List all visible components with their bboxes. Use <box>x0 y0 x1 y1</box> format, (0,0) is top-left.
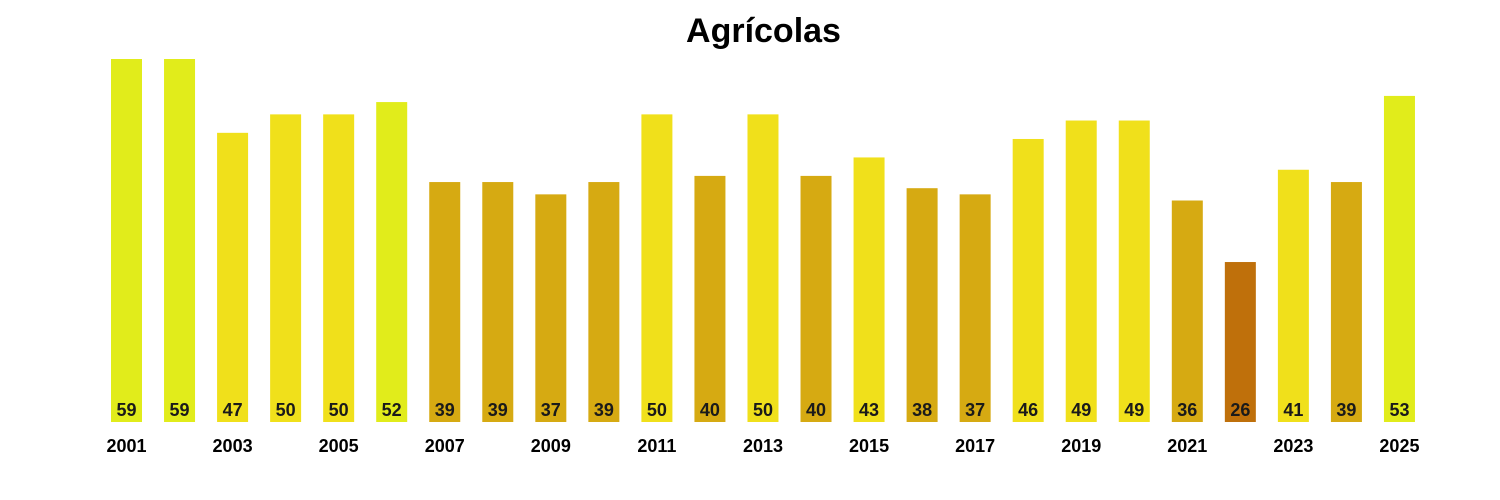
bar-value-label-2011: 50 <box>647 400 667 420</box>
bar-2019 <box>1065 120 1097 422</box>
x-tick-label-2003: 2003 <box>213 436 253 456</box>
bar-value-label-2004: 50 <box>276 400 296 420</box>
bar-2003 <box>217 132 249 422</box>
bar-value-label-2008: 39 <box>488 400 508 420</box>
bar-value-label-2014: 40 <box>806 400 826 420</box>
x-tick-label-2025: 2025 <box>1379 436 1419 456</box>
bar-value-label-2003: 47 <box>223 400 243 420</box>
bar-2022 <box>1224 262 1256 422</box>
bar-2014 <box>800 175 832 422</box>
bar-2012 <box>694 175 726 422</box>
bar-2010 <box>588 182 620 422</box>
bar-value-label-2023: 41 <box>1283 400 1303 420</box>
bar-2001 <box>111 59 142 422</box>
bar-2006 <box>376 102 408 422</box>
bar-2002 <box>164 59 196 422</box>
x-tick-label-2013: 2013 <box>743 436 783 456</box>
bar-value-label-2021: 36 <box>1177 400 1197 420</box>
bar-2008 <box>482 182 514 422</box>
bar-value-label-2006: 52 <box>382 400 402 420</box>
bar-value-label-2015: 43 <box>859 400 879 420</box>
chart-title: Agrícolas <box>686 12 841 50</box>
bar-value-label-2010: 39 <box>594 400 614 420</box>
bar-2018 <box>1012 138 1044 423</box>
bar-2025 <box>1383 95 1415 423</box>
bar-2013 <box>747 114 779 423</box>
x-tick-label-2021: 2021 <box>1167 436 1207 456</box>
bar-2024 <box>1330 182 1362 422</box>
bar-2021 <box>1171 200 1203 422</box>
bar-value-label-2002: 59 <box>170 400 190 420</box>
bar-2004 <box>270 114 302 423</box>
bar-value-label-2022: 26 <box>1230 400 1250 420</box>
bar-value-label-2012: 40 <box>700 400 720 420</box>
bar-value-label-2005: 50 <box>329 400 349 420</box>
x-tick-label-2017: 2017 <box>955 436 995 456</box>
bar-2005 <box>323 114 355 423</box>
x-tick-label-2007: 2007 <box>425 436 465 456</box>
bar-value-label-2019: 49 <box>1071 400 1091 420</box>
bar-value-label-2016: 38 <box>912 400 932 420</box>
bar-2009 <box>535 194 567 422</box>
x-tick-label-2005: 2005 <box>319 436 359 456</box>
bar-value-label-2009: 37 <box>541 400 561 420</box>
bar-value-label-2017: 37 <box>965 400 985 420</box>
x-tick-label-2011: 2011 <box>637 436 676 456</box>
bar-value-label-2018: 46 <box>1018 400 1038 420</box>
bar-value-label-2024: 39 <box>1336 400 1356 420</box>
bar-value-label-2007: 39 <box>435 400 455 420</box>
bar-2017 <box>959 194 991 422</box>
bar-2020 <box>1118 120 1150 422</box>
bar-2023 <box>1277 169 1309 422</box>
x-tick-label-2015: 2015 <box>849 436 889 456</box>
bar-2007 <box>429 182 461 422</box>
x-tick-label-2019: 2019 <box>1061 436 1101 456</box>
bar-2015 <box>853 157 885 422</box>
bar-value-label-2013: 50 <box>753 400 773 420</box>
bar-value-label-2020: 49 <box>1124 400 1144 420</box>
bar-value-label-2025: 53 <box>1389 400 1409 420</box>
x-tick-label-2009: 2009 <box>531 436 571 456</box>
bar-2011 <box>641 114 673 423</box>
x-tick-label-2023: 2023 <box>1273 436 1313 456</box>
bar-value-label-2001: 59 <box>116 400 136 420</box>
bar-2016 <box>906 188 938 422</box>
x-tick-label-2001: 2001 <box>106 436 146 456</box>
